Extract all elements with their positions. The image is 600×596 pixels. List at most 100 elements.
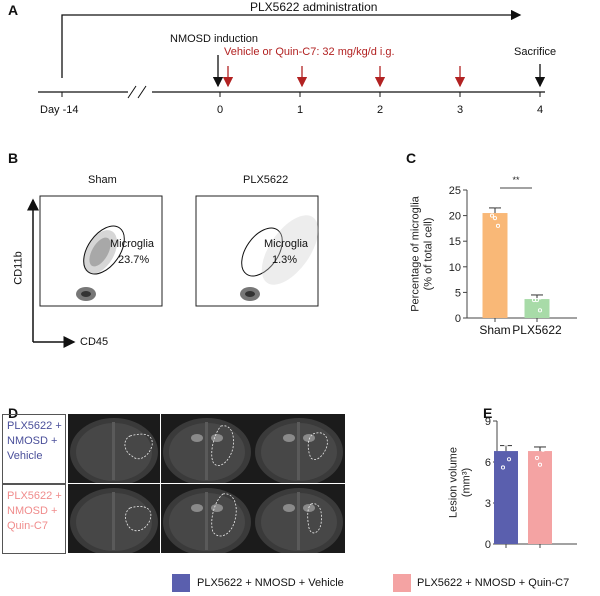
y-axis-label-line: (% of total cell) [422, 218, 434, 291]
y-tick-label: 6 [485, 457, 491, 469]
axis-break [127, 85, 137, 99]
legend-label: PLX5622 + NMOSD + Quin-C7 [417, 577, 570, 589]
x-tick-label: Sham [479, 323, 510, 337]
panel-label-b: B [8, 150, 19, 166]
bar [524, 299, 550, 318]
mri-image [253, 484, 345, 553]
y-tick-label: 9 [485, 416, 491, 428]
x-axis-label: CD45 [80, 336, 109, 348]
timepoint-label: Day -14 [40, 104, 79, 116]
brain-section [70, 418, 158, 483]
y-tick-label: 10 [449, 262, 461, 274]
legend-swatch-quin [393, 574, 411, 592]
data-point [500, 465, 506, 470]
data-point [503, 442, 509, 447]
timepoint-label: 0 [217, 104, 224, 116]
data-point [534, 455, 540, 460]
data-point [500, 432, 506, 437]
timepoint-label: 4 [537, 104, 544, 116]
induction-label: NMOSD induction [170, 33, 259, 45]
data-point [495, 203, 501, 208]
lesion-outline [210, 425, 234, 466]
plot-title: PLX5622 [243, 174, 289, 186]
y-tick-label: 20 [449, 211, 461, 223]
y-axis-label: Percentage of microglia(% of total cell) [410, 195, 435, 311]
brain-section [255, 488, 343, 553]
data-point [506, 457, 512, 462]
data-point [537, 462, 543, 467]
data-point [534, 298, 540, 303]
chart-c: 0 5 10 15 20 25 Sham PLX5622 Percentage of micro… [410, 175, 577, 337]
legend-swatch-vehicle [172, 574, 190, 592]
data-point [534, 290, 540, 295]
lesion-outline [125, 506, 152, 532]
flow-plots-svg [27, 195, 319, 348]
row-label-quin: PLX5622 + NMOSD + Quin-C7 [2, 484, 66, 554]
y-axis-label-line: Lesion volume [448, 447, 460, 518]
y-tick-label: 25 [449, 185, 461, 197]
y-axis-label: CD11b [12, 251, 25, 285]
y-tick-label: 15 [449, 236, 461, 248]
plx-population [240, 215, 319, 301]
flow-plot-plx [195, 195, 319, 307]
brain-section [162, 418, 251, 483]
bar [482, 213, 508, 318]
mri-image [160, 484, 253, 553]
data-point [540, 447, 546, 452]
significance-label: ** [512, 175, 520, 185]
legend-label: PLX5622 + NMOSD + Vehicle [197, 577, 344, 589]
y-tick-label: 0 [485, 539, 491, 551]
gate-percent: 23.7% [118, 254, 150, 266]
data-point [537, 439, 543, 444]
gate-label: Microglia [110, 238, 155, 250]
y-tick-label: 5 [455, 287, 461, 299]
data-point [531, 285, 537, 290]
lesion-outline [124, 433, 153, 460]
admin-label: PLX5622 administration [250, 0, 378, 14]
mri-image [68, 414, 160, 483]
brain-section [162, 488, 251, 553]
bar [528, 451, 552, 544]
mri-image [253, 414, 345, 483]
bar [494, 451, 518, 544]
timepoint-label: 2 [377, 104, 384, 116]
y-axis-label-line: Percentage of microglia [410, 195, 422, 311]
y-axis-label-line: (mm³) [460, 468, 472, 497]
y-axis-label: Lesion volume(mm³) [448, 447, 473, 518]
gate-label: Microglia [264, 238, 309, 250]
brain-section [255, 418, 343, 483]
data-point [489, 213, 495, 218]
timeline-svg [38, 9, 546, 99]
data-point [534, 435, 540, 440]
treatment-arrows [222, 66, 466, 88]
sham-population [76, 225, 125, 301]
data-point [537, 308, 543, 313]
lesion-outline [210, 493, 237, 537]
panel-label-a: A [8, 2, 19, 18]
treatment-label: Vehicle or Quin-C7: 32 mg/kg/d i.g. [224, 46, 395, 58]
row-label-vehicle: PLX5622 + NMOSD + Vehicle [2, 414, 66, 484]
admin-arrow [61, 9, 522, 78]
sacrifice-label: Sacrifice [514, 46, 557, 58]
brain-section [70, 488, 158, 553]
mri-image [68, 484, 160, 553]
y-tick-label: 0 [455, 313, 461, 325]
gate-percent: 1.3% [272, 254, 298, 266]
timepoint-label: 1 [297, 104, 304, 116]
mri-image [160, 414, 253, 483]
chart-e: 0 3 6 9 Lesion volume(mm³) [448, 416, 577, 551]
panel-label-c: C [406, 150, 417, 166]
axis-break [137, 85, 147, 99]
panel-label-d: D [8, 405, 19, 421]
panel-label-e: E [483, 405, 493, 421]
lesion-outline [307, 503, 322, 534]
plot-title: Sham [88, 174, 117, 186]
lesion-outline [307, 432, 328, 460]
data-point [495, 223, 501, 228]
x-tick-label: PLX5622 [512, 323, 562, 337]
data-point [489, 195, 495, 200]
data-point [537, 295, 543, 300]
data-point [492, 216, 498, 221]
y-tick-label: 3 [485, 498, 491, 510]
